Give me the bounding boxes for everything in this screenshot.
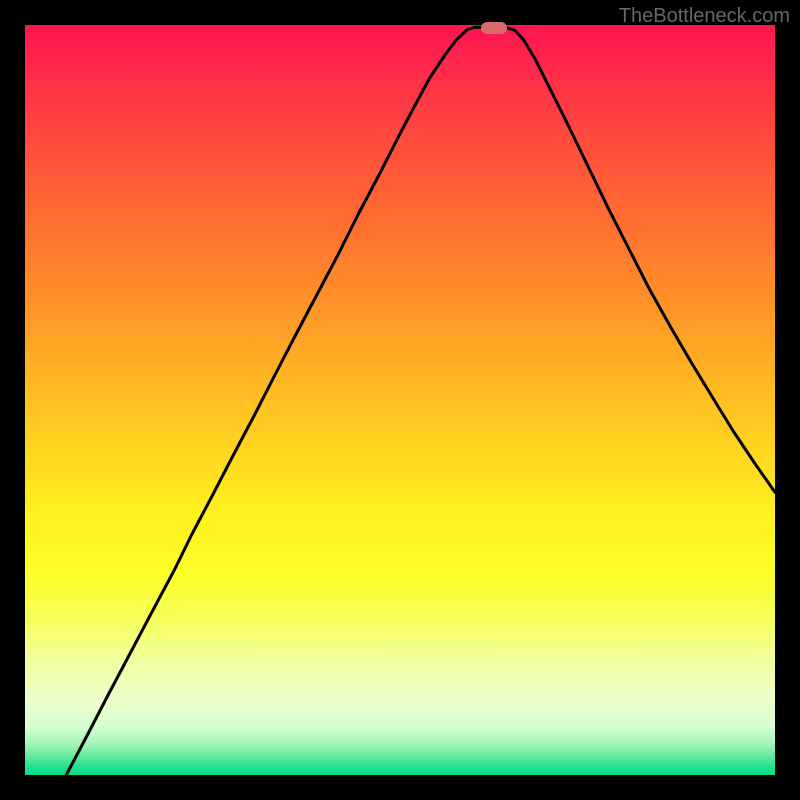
bottleneck-curve — [25, 25, 775, 775]
chart-frame: TheBottleneck.com — [0, 0, 800, 800]
watermark-text: TheBottleneck.com — [619, 5, 790, 28]
optimal-marker — [481, 22, 507, 34]
plot-area — [25, 25, 775, 775]
